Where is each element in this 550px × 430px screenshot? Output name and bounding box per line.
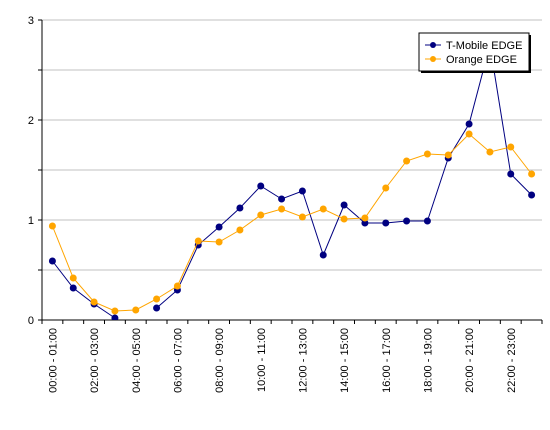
data-point-1 — [132, 306, 140, 314]
data-point-1 — [236, 226, 244, 234]
data-point-1 — [361, 214, 369, 222]
data-point-0 — [278, 195, 286, 203]
data-point-0 — [465, 120, 473, 128]
x-tick-label: 20:00 - 21:00 — [464, 328, 476, 393]
data-point-1 — [486, 148, 494, 156]
data-point-0 — [111, 314, 119, 320]
y-tick-label: 0 — [28, 315, 34, 327]
data-point-0 — [423, 217, 431, 225]
x-tick-label: 14:00 - 15:00 — [339, 328, 351, 393]
data-point-0 — [361, 219, 369, 227]
data-point-1 — [340, 215, 348, 223]
data-point-0 — [528, 191, 536, 199]
x-tick-label: 18:00 - 19:00 — [422, 328, 434, 393]
data-point-1 — [319, 205, 327, 213]
x-tick-label: 08:00 - 09:00 — [214, 328, 226, 393]
data-point-1 — [194, 237, 202, 245]
data-point-1 — [528, 170, 536, 178]
y-tick-labels: 0 1 2 3 — [28, 15, 34, 327]
x-tick-label: 10:00 - 11:00 — [256, 328, 268, 392]
y-tick-label: 2 — [28, 115, 34, 127]
gridlines — [42, 19, 542, 271]
axes — [38, 19, 543, 324]
data-point-1 — [278, 205, 286, 213]
data-point-1 — [382, 184, 390, 192]
data-point-0 — [48, 257, 56, 265]
x-tick-label: 16:00 - 17:00 — [381, 328, 393, 393]
data-point-0 — [236, 204, 244, 212]
series-line-0 — [52, 44, 532, 319]
data-point-1 — [298, 213, 306, 221]
x-tick-label: 00:00 - 01:00 — [47, 328, 59, 393]
data-point-0 — [403, 217, 411, 225]
data-point-1 — [48, 222, 56, 230]
data-point-1 — [465, 130, 473, 138]
data-point-0 — [153, 304, 161, 312]
data-point-0 — [298, 187, 306, 195]
data-point-1 — [69, 274, 77, 282]
data-point-0 — [340, 201, 348, 209]
data-point-0 — [382, 219, 390, 227]
legend-entry: T-Mobile EDGE — [446, 40, 522, 52]
data-point-0 — [507, 170, 515, 178]
data-point-1 — [90, 298, 98, 306]
y-tick-label: 3 — [28, 15, 34, 27]
data-point-1 — [215, 238, 223, 246]
data-point-0 — [215, 223, 223, 231]
data-point-1 — [173, 282, 181, 290]
y-tick-label: 1 — [28, 215, 34, 227]
series-line-1 — [51, 133, 532, 312]
data-series — [48, 41, 536, 320]
data-point-0 — [69, 284, 77, 292]
legend-marker — [430, 56, 436, 62]
x-tick-label: 06:00 - 07:00 — [172, 328, 184, 393]
data-point-1 — [111, 307, 119, 315]
x-tick-labels: 00:00 - 01:00 02:00 - 03:00 04:00 - 05:00 0… — [47, 328, 517, 393]
x-tick-label: 22:00 - 23:00 — [506, 328, 518, 393]
legend-entry: Orange EDGE — [446, 54, 517, 66]
data-point-1 — [403, 157, 411, 165]
data-point-1 — [507, 143, 515, 151]
data-point-0 — [319, 251, 327, 259]
x-tick-label: 04:00 - 05:00 — [131, 328, 143, 393]
data-point-1 — [153, 295, 161, 303]
x-tick-label: 12:00 - 13:00 — [297, 328, 309, 393]
legend-box — [418, 32, 530, 72]
data-point-1 — [257, 211, 265, 219]
data-point-1 — [444, 151, 452, 159]
data-point-1 — [423, 150, 431, 158]
x-tick-label: 02:00 - 03:00 — [89, 328, 101, 393]
legend: T-Mobile EDGE Orange EDGE — [418, 32, 531, 73]
data-point-0 — [257, 182, 265, 190]
legend-marker — [430, 42, 436, 48]
